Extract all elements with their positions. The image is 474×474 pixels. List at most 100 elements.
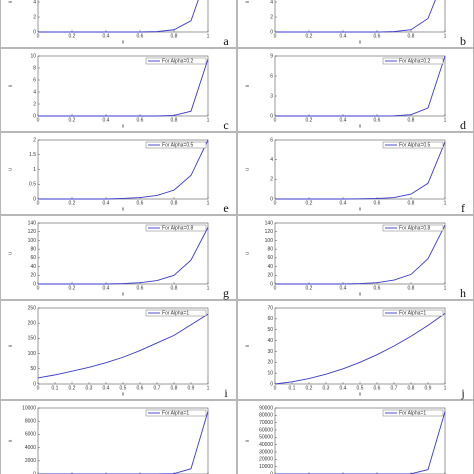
- plot-frame: [37, 307, 209, 385]
- y-tick-label: 30: [267, 349, 273, 355]
- y-tick-label: 20: [30, 273, 36, 279]
- x-tick-label: 0.8: [408, 200, 415, 206]
- y-tick-label: 0: [270, 29, 273, 35]
- y-tick-label: 4: [270, 157, 273, 163]
- x-tick-label: 0.6: [137, 117, 144, 123]
- x-tick-label: 0.3: [86, 385, 93, 391]
- x-tick-label: 0.2: [306, 285, 313, 291]
- x-tick-label: 0.6: [137, 285, 144, 291]
- x-tick-label: 0.5: [120, 385, 127, 391]
- legend-label: For Alpha=1: [399, 311, 426, 317]
- x-tick-label: 1: [444, 33, 447, 39]
- panel-letter: b: [460, 34, 466, 48]
- y-tick-label: 0: [270, 471, 273, 474]
- y-tick-label: 20: [267, 360, 273, 366]
- panel-letter: j: [460, 386, 464, 400]
- y-tick-label: 70000: [259, 420, 273, 426]
- curve: [37, 313, 209, 379]
- y-tick-label: 0: [33, 471, 36, 474]
- x-tick-label: 0.4: [103, 117, 110, 123]
- y-tick-label: 6: [270, 73, 273, 79]
- plot-frame: [37, 0, 209, 33]
- legend-label: For Alpha=1: [399, 411, 426, 417]
- x-tick-label: 1: [444, 200, 447, 206]
- y-tick-label: 70: [267, 305, 273, 311]
- x-tick-label: 0.1: [52, 385, 59, 391]
- y-tick-label: 50: [267, 327, 273, 333]
- y-tick-label: 60: [30, 255, 36, 261]
- x-tick-label: 0.2: [306, 33, 313, 39]
- y-axis-label: u: [244, 168, 250, 171]
- panel-letter: d: [460, 118, 466, 132]
- y-axis-label: u: [7, 439, 13, 442]
- x-tick-label: 0.8: [408, 33, 415, 39]
- x-tick-label: 0.6: [374, 285, 381, 291]
- x-tick-label: 0.8: [408, 285, 415, 291]
- curve: [38, 0, 199, 33]
- y-tick-label: 0: [33, 113, 36, 119]
- y-tick-label: 40: [30, 264, 36, 270]
- x-tick-label: 0: [37, 33, 40, 39]
- x-tick-label: 1: [207, 285, 210, 291]
- y-axis-label: u: [244, 344, 250, 347]
- plot-frame: [274, 307, 446, 385]
- y-tick-label: 0: [270, 381, 273, 387]
- panel-letter: c: [223, 118, 228, 132]
- x-tick-label: 0.4: [340, 285, 347, 291]
- x-tick-label: 0: [37, 385, 40, 391]
- y-tick-label: 150: [28, 336, 37, 342]
- panel-letter: h: [460, 286, 466, 300]
- x-tick-label: 0.1: [289, 385, 296, 391]
- x-tick-label: 0.6: [137, 200, 144, 206]
- x-axis-label: x: [122, 206, 125, 212]
- curve: [38, 411, 209, 474]
- legend-label: For Alpha=1: [162, 311, 189, 317]
- x-tick-label: 0.5: [357, 385, 364, 391]
- legend-box: [382, 224, 444, 232]
- legend-box: [382, 57, 444, 65]
- x-tick-label: 0.4: [340, 200, 347, 206]
- y-axis-label: u: [244, 0, 250, 3]
- y-tick-label: 0: [33, 196, 36, 202]
- legend-label: For Alpha=0.5: [399, 143, 430, 149]
- curve: [274, 313, 446, 385]
- y-tick-label: 0: [33, 381, 36, 387]
- y-axis-label: u: [7, 0, 13, 3]
- y-tick-label: 120: [28, 229, 37, 235]
- y-tick-label: 10000: [259, 464, 273, 470]
- y-tick-label: 140: [28, 220, 37, 226]
- x-tick-label: 0.2: [306, 200, 313, 206]
- plot-frame: [37, 55, 209, 117]
- y-tick-label: 40: [267, 338, 273, 344]
- y-tick-label: 80000: [259, 413, 273, 419]
- legend-box: [145, 409, 207, 417]
- y-tick-label: 2: [33, 137, 36, 143]
- y-tick-label: 6: [33, 77, 36, 83]
- y-tick-label: 1.5: [29, 152, 36, 158]
- y-tick-label: 80: [267, 246, 273, 252]
- panel-border: [0, 300, 237, 400]
- y-tick-label: 60000: [259, 427, 273, 433]
- plot-frame: [37, 222, 209, 285]
- y-tick-label: 4: [270, 0, 273, 5]
- x-tick-label: 0: [37, 117, 40, 123]
- x-tick-label: 0: [274, 385, 277, 391]
- x-tick-label: 1: [444, 117, 447, 123]
- x-tick-label: 0.4: [103, 33, 110, 39]
- panel-letter: f: [461, 201, 465, 215]
- x-axis-label: x: [122, 391, 125, 397]
- y-axis-label: u: [7, 252, 13, 255]
- y-tick-label: 2: [270, 14, 273, 20]
- y-axis-label: u: [244, 252, 250, 255]
- x-tick-label: 0.4: [340, 117, 347, 123]
- x-tick-label: 0.8: [171, 385, 178, 391]
- x-tick-label: 0.2: [69, 33, 76, 39]
- curve: [275, 411, 446, 474]
- plot-frame: [274, 407, 446, 474]
- legend-box: [382, 141, 444, 149]
- x-tick-label: 0.7: [154, 385, 161, 391]
- legend-label: For Alpha=0.8: [162, 226, 193, 232]
- legend-box: [145, 57, 207, 65]
- y-tick-label: 0: [270, 196, 273, 202]
- y-tick-label: 2: [33, 14, 36, 20]
